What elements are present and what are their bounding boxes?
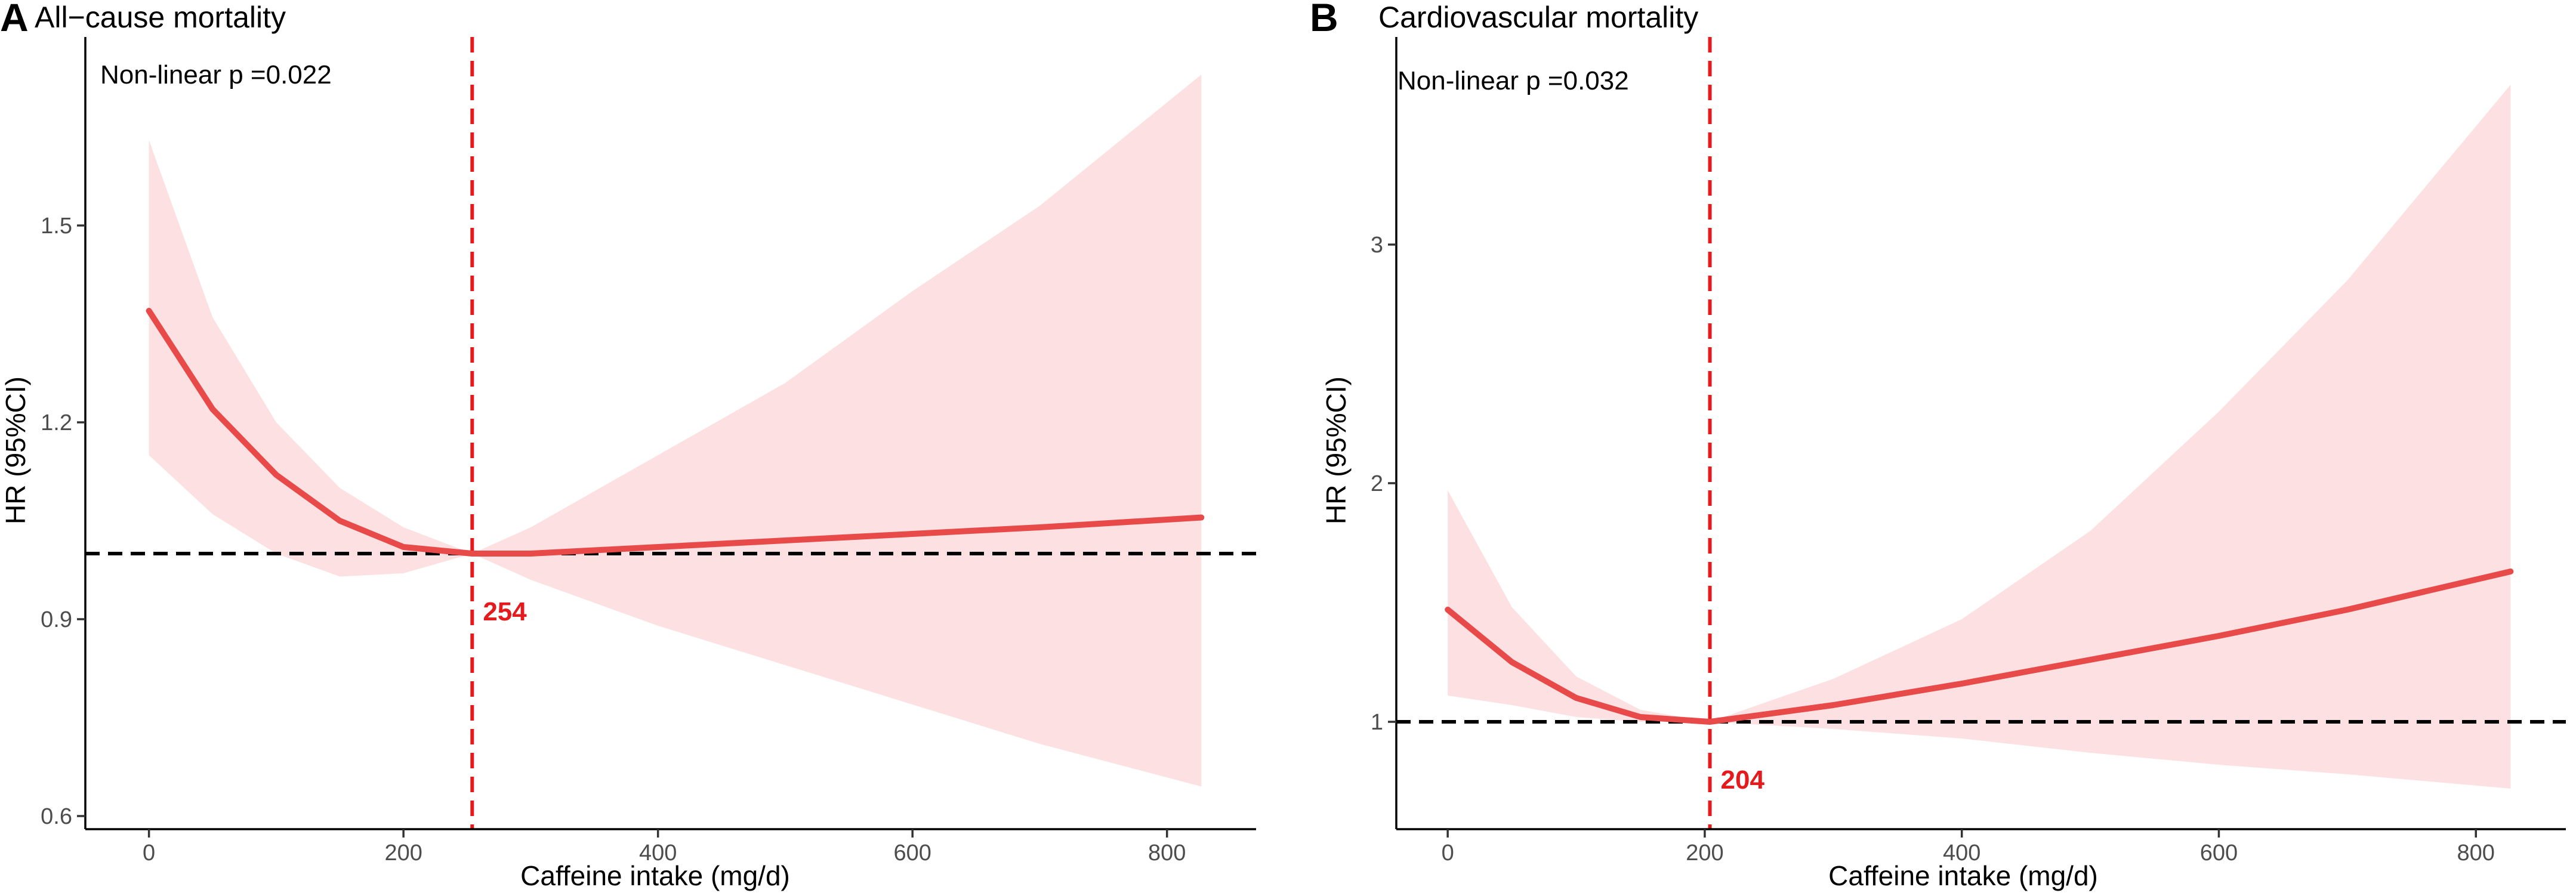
panel-a-nonlinear-p: Non-linear p =0.022	[100, 60, 332, 89]
panel-a-hr-line	[146, 308, 1205, 557]
panel-a-y-tick-label-2: 1.2	[41, 410, 72, 435]
panel-b-x-axis-title: Caffeine intake (mg/d)	[1828, 860, 2098, 891]
panel-a-letter: A	[0, 0, 29, 39]
panel-b-title: Cardiovascular mortality	[1378, 1, 1698, 34]
panel-b-reference-x-label: 204	[1721, 765, 1765, 795]
panel-b-nonlinear-p: Non-linear p =0.032	[1397, 66, 1629, 95]
panel-a-plot-area: 254 0 200 400 600 800 0.6 0.9 1.2 1.5	[41, 37, 1256, 866]
panel-b-x-tick-label-2: 400	[1943, 841, 1980, 866]
panel-a-reference-x-label: 254	[483, 597, 527, 626]
panel-a-x-tick-label-4: 800	[1148, 841, 1186, 866]
panel-a-x-axis-title: Caffeine intake (mg/d)	[520, 860, 790, 891]
panel-b-x-tick-label-3: 600	[2200, 841, 2238, 866]
panel-b-x-tick-label-1: 200	[1686, 841, 1723, 866]
panel-a-x-tick-label-3: 600	[893, 841, 931, 866]
panel-b-plot-area: 204 0 200 400 600 800 1 2 3	[1371, 37, 2566, 866]
panel-a-y-tick-label-0: 0.6	[41, 804, 72, 829]
panel-b-hr-line	[1445, 568, 2514, 725]
panel-a-ci-band	[149, 75, 1202, 787]
panel-b-y-tick-label-2: 3	[1371, 233, 1383, 258]
panel-b: B Cardiovascular mortality 204 0 200 400 600…	[1310, 0, 2566, 891]
panel-a-x-tick-label-0: 0	[143, 841, 155, 866]
panel-a: A All−cause mortality 254 0 200 400 600 800 0.…	[0, 0, 1256, 891]
panel-b-ci-band	[1448, 85, 2511, 789]
panel-b-y-tick-label-0: 1	[1371, 710, 1383, 735]
panel-a-y-tick-label-1: 0.9	[41, 607, 72, 632]
panel-b-letter: B	[1310, 0, 1338, 39]
panel-a-y-tick-label-3: 1.5	[41, 214, 72, 239]
panel-a-title: All−cause mortality	[35, 1, 286, 34]
panel-a-y-axis-title: HR (95%CI)	[0, 376, 31, 524]
panel-a-x-tick-label-1: 200	[384, 841, 422, 866]
panel-b-x-tick-label-0: 0	[1442, 841, 1454, 866]
panel-b-y-axis-title: HR (95%CI)	[1321, 376, 1352, 524]
panel-b-y-tick-label-1: 2	[1371, 471, 1383, 496]
panel-b-x-tick-label-4: 800	[2457, 841, 2495, 866]
panel-a-x-tick-label-2: 400	[639, 841, 677, 866]
